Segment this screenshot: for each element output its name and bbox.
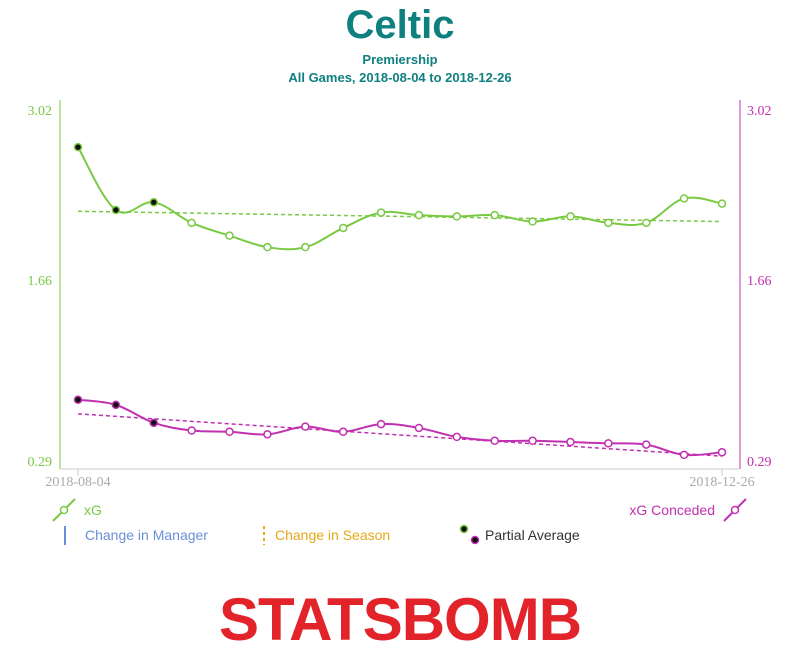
statsbomb-logo: STATSBOMB <box>219 586 582 650</box>
conceded-point <box>301 422 310 431</box>
conceded-point <box>566 437 575 447</box>
conceded-point <box>490 436 499 446</box>
conceded-point <box>149 418 159 428</box>
xg-point <box>566 212 575 221</box>
chart-subtitle-range: All Games, 2018-08-04 to 2018-12-26 <box>288 70 511 85</box>
logo-wordmark: STATSBOMB <box>219 586 581 650</box>
legend-partial-label: Partial Average <box>485 527 580 543</box>
chart-title: Celtic <box>346 3 455 47</box>
legend: xG xG Conceded Change in Manager Change … <box>52 498 747 545</box>
xg-point <box>338 223 348 233</box>
xg-point <box>452 212 462 221</box>
legend-xg-symbol <box>52 498 76 522</box>
xg-point <box>679 194 689 203</box>
conceded-point <box>717 448 727 457</box>
xg-series-line <box>77 146 723 251</box>
conceded-point <box>414 423 424 433</box>
right-y-tick-top: 3.02 <box>747 104 772 119</box>
conceded-point <box>73 395 83 404</box>
conceded-point <box>338 427 348 437</box>
left-y-tick-mid: 1.66 <box>28 274 53 289</box>
conceded-point <box>641 440 651 449</box>
conceded-series-line <box>77 398 723 457</box>
conceded-point <box>225 427 234 437</box>
right-y-tick-bottom: 0.29 <box>747 455 772 470</box>
x-tick-end: 2018-12-26 <box>689 475 754 490</box>
legend-conceded-label: xG Conceded <box>629 502 715 518</box>
xg-point <box>376 208 386 217</box>
conceded-point <box>187 426 196 435</box>
xg-point <box>604 218 613 228</box>
legend-manager-label: Change in Manager <box>85 527 208 543</box>
xg-point <box>73 142 83 152</box>
conceded-trend-line <box>77 413 723 457</box>
chart-subtitle-competition: Premiership <box>362 52 437 67</box>
xg-trend-line <box>77 210 723 223</box>
xg-point <box>225 231 234 240</box>
left-y-tick-top: 3.02 <box>28 104 53 119</box>
legend-xg-label: xG <box>84 502 102 518</box>
xg-point <box>149 198 159 207</box>
xg-point <box>717 199 727 208</box>
xg-point <box>414 210 424 220</box>
xg-point <box>263 242 272 252</box>
legend-season-label: Change in Season <box>275 527 390 543</box>
conceded-point <box>452 432 462 442</box>
conceded-point <box>528 436 537 446</box>
x-tick-start: 2018-08-04 <box>45 475 110 490</box>
legend-partial-symbol <box>459 524 480 545</box>
conceded-point <box>679 450 689 460</box>
conceded-point <box>263 430 272 439</box>
xg-point <box>301 242 310 252</box>
xg-point <box>490 210 499 220</box>
legend-conceded-symbol <box>723 498 747 522</box>
xg-point <box>187 218 196 228</box>
left-y-tick-bottom: 0.29 <box>28 455 53 470</box>
series-layer <box>73 142 727 460</box>
xg-point <box>111 205 121 215</box>
right-y-tick-mid: 1.66 <box>747 274 772 289</box>
conceded-point <box>111 400 121 410</box>
xg-point <box>641 218 651 228</box>
conceded-point <box>376 419 386 429</box>
conceded-point <box>604 439 613 448</box>
xg-point <box>528 217 537 226</box>
